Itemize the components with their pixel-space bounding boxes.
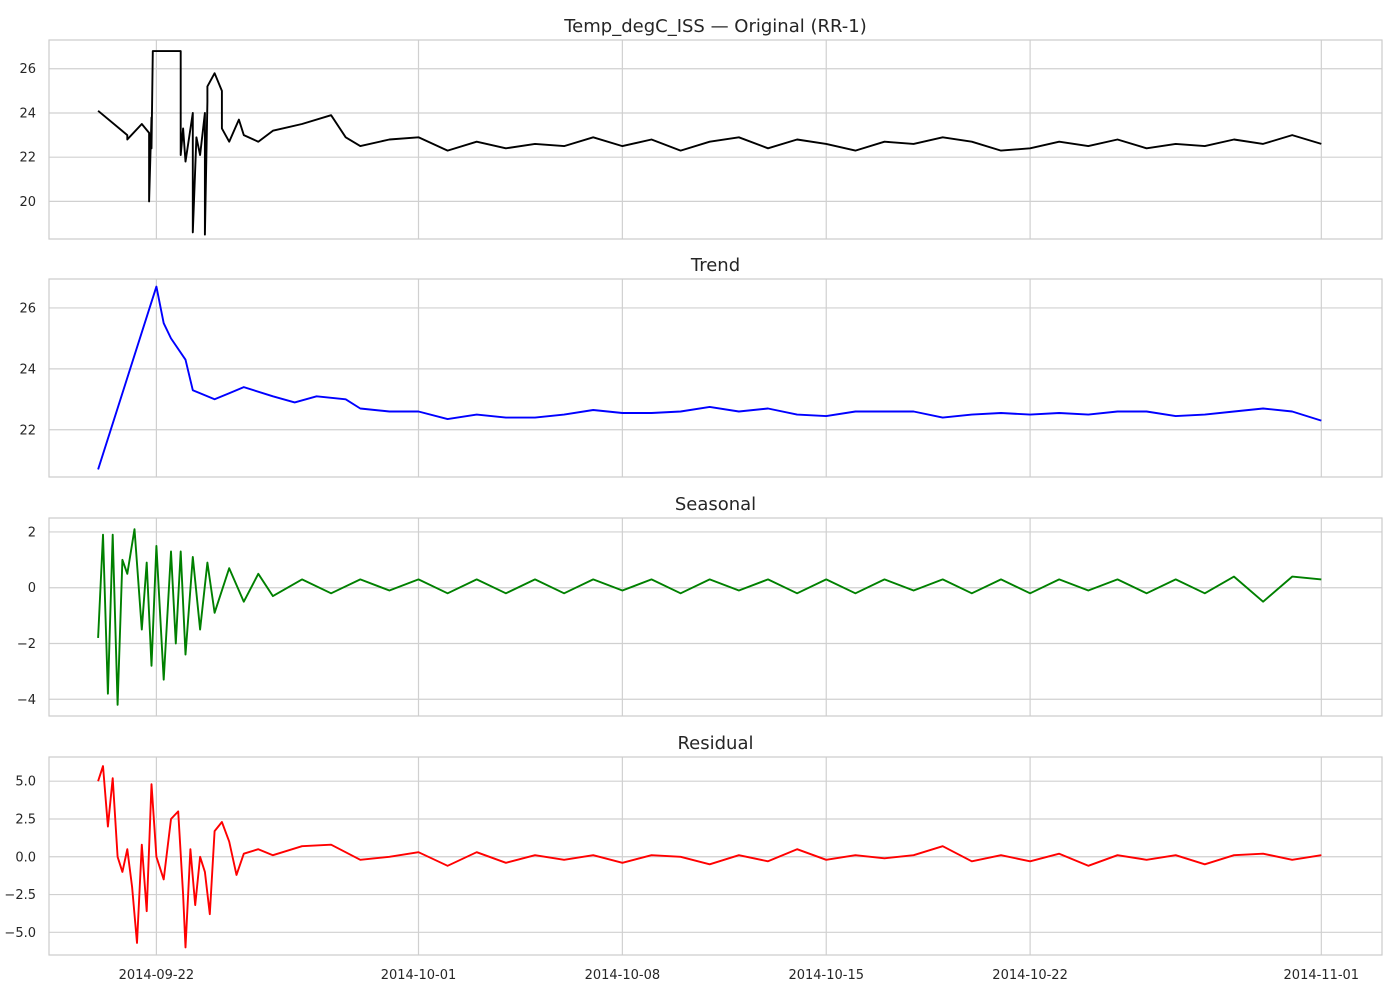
panel-1: Temp_degC_ISS — Original (RR-1) 20 22 24 26 bbox=[19, 16, 1383, 240]
panel-title: Temp_degC_ISS — Original (RR-1) bbox=[563, 16, 867, 37]
y-tick-label: 26 bbox=[19, 62, 36, 77]
panel-title: Trend bbox=[690, 255, 740, 276]
panel-4: Residual −5.0 −2.5 0.0 2.5 5.0 bbox=[4, 733, 1383, 956]
panel-2: Trend 22 24 26 bbox=[19, 255, 1383, 478]
y-tick-label: −5.0 bbox=[4, 926, 36, 941]
y-tick-label: 22 bbox=[19, 151, 36, 166]
axes-frame bbox=[48, 517, 1383, 717]
y-tick-label: 20 bbox=[19, 195, 36, 210]
panel-title: Seasonal bbox=[675, 494, 756, 515]
axes-frame bbox=[48, 756, 1383, 956]
y-tick-label: 24 bbox=[19, 106, 36, 121]
x-tick-label: 2014-10-08 bbox=[585, 968, 661, 983]
y-tick-label: 2 bbox=[28, 525, 36, 540]
x-tick-label: 2014-11-01 bbox=[1284, 968, 1360, 983]
y-tick-label: 0.0 bbox=[15, 850, 36, 865]
y-tick-label: −2.5 bbox=[4, 888, 36, 903]
series-line bbox=[97, 765, 1322, 949]
y-tick-label: −4 bbox=[17, 693, 36, 708]
panel-3: Seasonal −4 −2 0 2 bbox=[17, 494, 1383, 717]
panel-title: Residual bbox=[677, 733, 753, 754]
y-tick-label: 22 bbox=[19, 423, 36, 438]
series-line bbox=[97, 528, 1322, 706]
y-tick-label: 26 bbox=[19, 301, 36, 316]
x-tick-label: 2014-10-22 bbox=[992, 968, 1068, 983]
series-line bbox=[97, 50, 1322, 236]
x-tick-label: 2014-09-22 bbox=[119, 968, 195, 983]
series-line bbox=[97, 285, 1322, 470]
x-tick-label: 2014-10-15 bbox=[788, 968, 864, 983]
axes-frame bbox=[48, 278, 1383, 478]
y-tick-label: 2.5 bbox=[15, 812, 36, 827]
y-tick-label: 24 bbox=[19, 362, 36, 377]
axes-frame bbox=[48, 39, 1383, 240]
x-tick-label: 2014-10-01 bbox=[381, 968, 457, 983]
y-tick-label: −2 bbox=[17, 637, 36, 652]
y-tick-label: 0 bbox=[28, 581, 36, 596]
y-tick-label: 5.0 bbox=[15, 775, 36, 790]
